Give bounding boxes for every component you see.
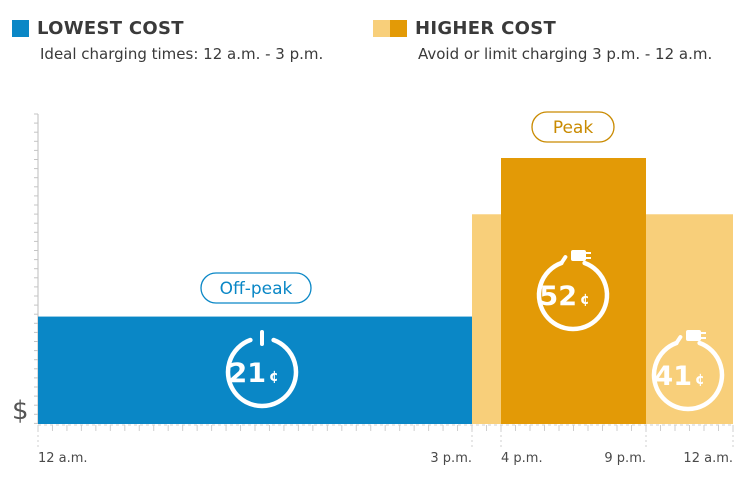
tag-off-peak: Off-peak — [220, 279, 293, 299]
price-value: 41 — [654, 361, 692, 392]
x-axis-label: 12 a.m. — [683, 451, 733, 466]
legend-low-title: LOWEST COST — [37, 18, 184, 39]
tag-peak: Peak — [553, 118, 594, 138]
x-axis-label: 9 p.m. — [604, 451, 646, 466]
plug-cord — [559, 255, 568, 266]
price-value: 52 — [539, 281, 577, 312]
legend-low-subtitle: Ideal charging times: 12 a.m. - 3 p.m. — [40, 45, 324, 63]
legend-higher-cost: HIGHER COST Avoid or limit charging 3 p.… — [373, 18, 712, 63]
price-unit: ¢ — [269, 369, 279, 385]
badge-shoulder: 41 ¢ — [651, 330, 725, 412]
price-ring — [536, 260, 610, 332]
tag-peak-pill — [531, 111, 615, 143]
badge-peak: 52 ¢ — [536, 250, 610, 332]
price-ring — [651, 340, 725, 412]
bar-shoulder-1 — [472, 214, 501, 424]
price-unit: ¢ — [580, 292, 590, 308]
price-unit: ¢ — [695, 372, 705, 388]
tag-off-peak-pill — [200, 272, 312, 304]
x-axis-label: 4 p.m. — [501, 451, 543, 466]
plug-icon — [571, 250, 586, 261]
y-axis-label: $ — [12, 396, 29, 426]
legend-swatch-light-gold — [373, 20, 390, 37]
legend-swatch-blue — [12, 20, 29, 37]
x-axis-label: 12 a.m. — [38, 451, 88, 466]
legend-high-subtitle: Avoid or limit charging 3 p.m. - 12 a.m. — [418, 45, 713, 63]
legend-high-title: HIGHER COST — [415, 18, 557, 39]
price-value: 21 — [228, 358, 266, 389]
legend-swatch-dark-gold — [390, 20, 407, 37]
x-axis-label: 3 p.m. — [430, 451, 472, 466]
plug-cord — [674, 335, 683, 346]
badge-off-peak: 21 ¢ — [225, 330, 299, 409]
bar-peak-2 — [501, 158, 646, 424]
price-ring — [225, 337, 299, 409]
legend-lowest-cost: LOWEST COST Ideal charging times: 12 a.m… — [12, 18, 323, 63]
plug-icon — [686, 330, 701, 341]
